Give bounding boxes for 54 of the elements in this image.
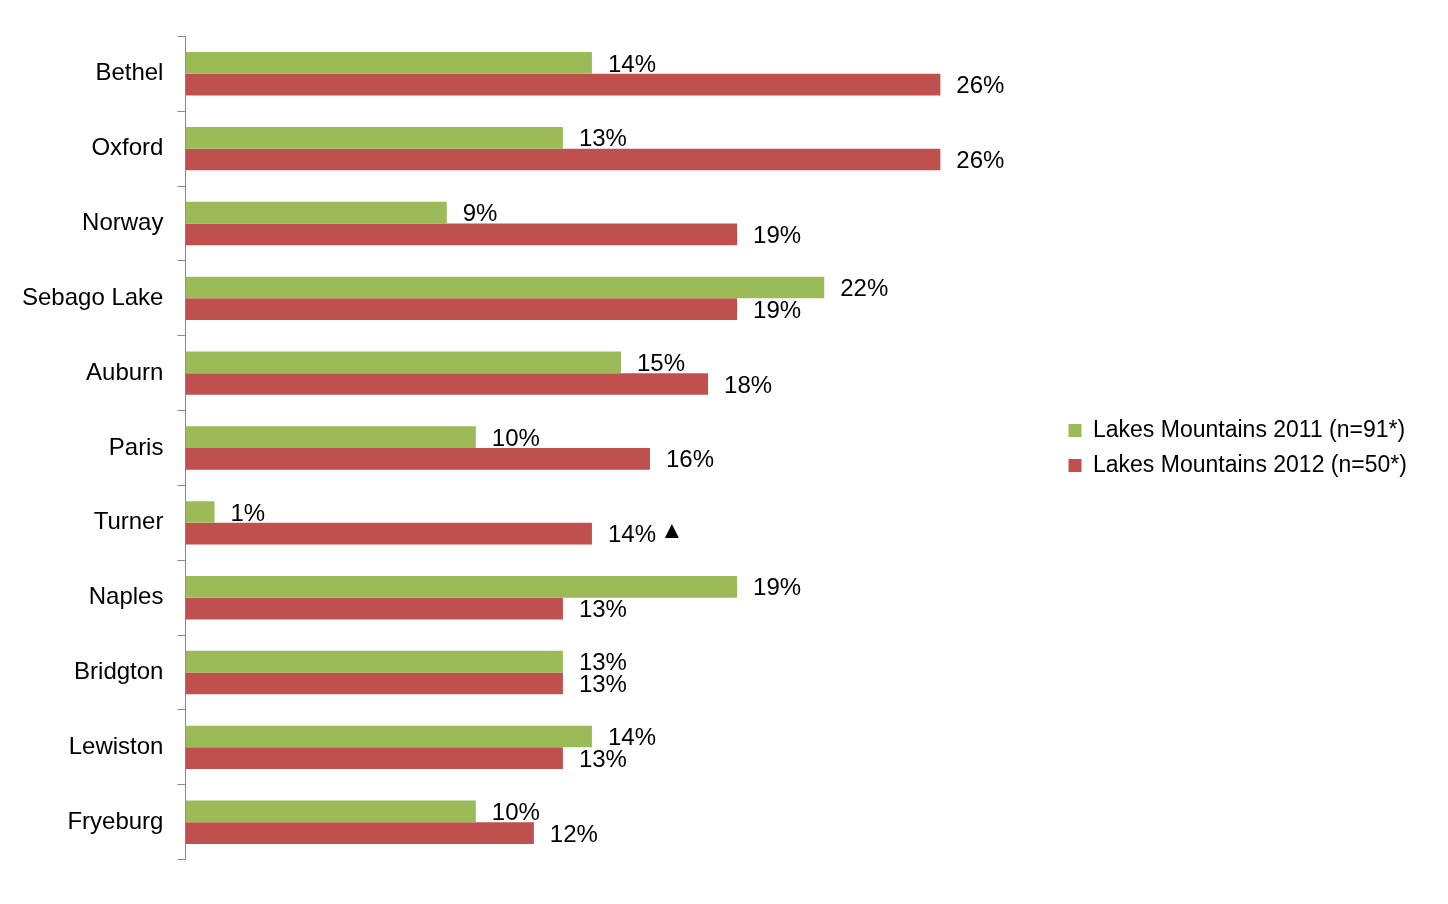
data-label: 19% (753, 295, 802, 323)
y-tick-label: Naples (88, 582, 164, 610)
bar (185, 448, 651, 470)
y-tick-label: Paris (108, 432, 164, 460)
bar (185, 298, 738, 321)
bar (185, 522, 592, 545)
y-tick-label: Auburn (86, 357, 164, 385)
bar (185, 126, 563, 149)
y-tick-label: Sebago Lake (21, 282, 164, 310)
bar (185, 747, 563, 770)
y-tick-label: Norway (82, 208, 164, 236)
y-tick-label: Oxford (91, 133, 164, 161)
data-label: 22% (840, 274, 889, 302)
annotation: ▲ (659, 516, 684, 544)
bar (185, 351, 621, 374)
bar (185, 575, 738, 598)
data-label: 10% (491, 797, 540, 825)
bar (185, 650, 563, 673)
data-label: 16% (666, 445, 715, 473)
y-tick-label: Fryeburg (67, 806, 164, 834)
bar (185, 426, 476, 448)
bar (185, 73, 941, 96)
bar (185, 597, 563, 620)
bar (185, 725, 592, 748)
bar (185, 822, 534, 844)
data-label: 1% (230, 498, 266, 526)
data-label: 13% (578, 124, 627, 152)
y-tick-label: Turner (93, 507, 164, 535)
data-label: 19% (753, 220, 802, 248)
data-label: 26% (956, 146, 1005, 174)
data-label: 15% (636, 348, 686, 376)
y-tick-label: Bethel (95, 58, 164, 86)
y-tick-label: Bridgton (74, 657, 164, 685)
bar (185, 223, 738, 246)
legend-label: Lakes Mountains 2011 (n=91*) (1093, 415, 1406, 442)
bar (185, 148, 941, 171)
data-label: 12% (549, 819, 598, 847)
bar (185, 672, 563, 695)
data-label: 26% (956, 71, 1005, 99)
data-label: 19% (753, 573, 802, 601)
data-label: 10% (491, 423, 540, 451)
bar (185, 373, 709, 395)
y-tick-label: Lewiston (68, 731, 164, 759)
data-label: 9% (462, 199, 498, 227)
legend-label: Lakes Mountains 2012 (n=50*) (1093, 450, 1407, 477)
bar (185, 201, 447, 224)
data-label: 13% (578, 595, 627, 623)
data-label: 18% (724, 370, 773, 398)
bar (185, 800, 476, 823)
data-label: 14% (607, 49, 656, 77)
bar (185, 276, 825, 299)
data-label: 14% (607, 520, 656, 548)
bar (185, 52, 592, 74)
bar (185, 501, 215, 523)
